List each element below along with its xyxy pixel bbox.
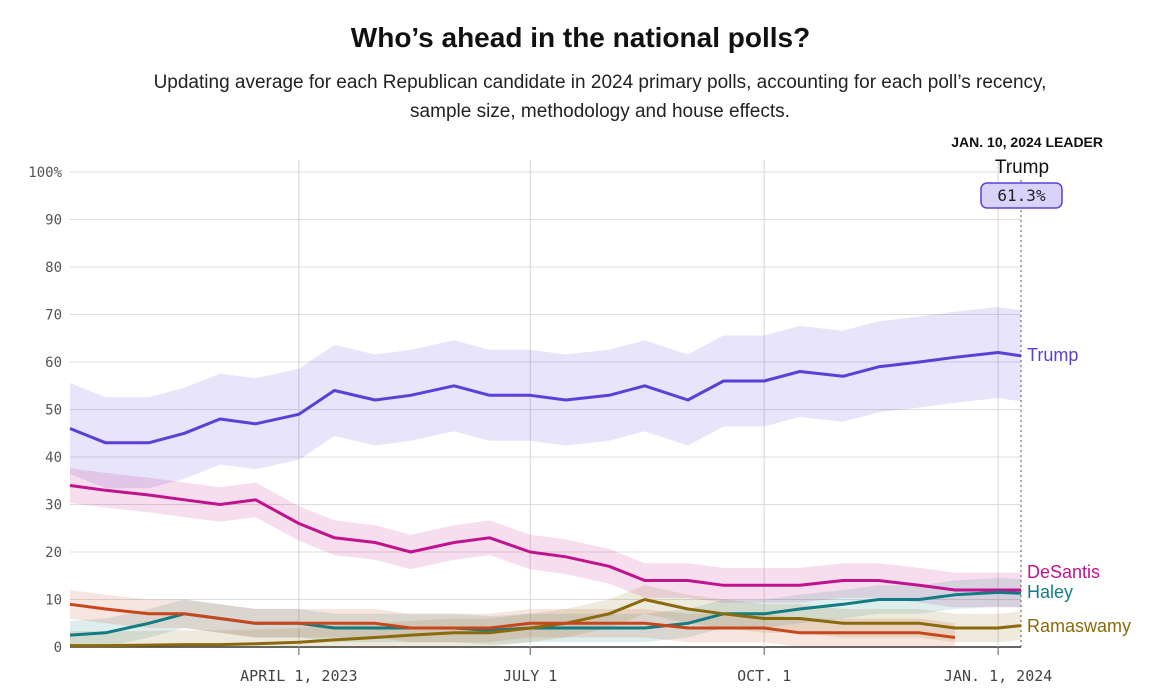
x-tick-label: JULY 1 — [503, 667, 557, 685]
series-label: Trump — [1027, 345, 1078, 365]
series-line — [69, 602, 956, 639]
y-tick-label: 0 — [54, 640, 62, 656]
series-label: Ramaswamy — [1027, 616, 1131, 636]
uncertainty-band — [70, 468, 1021, 608]
leader-value: 61.3% — [997, 186, 1046, 205]
series-label: Haley — [1027, 582, 1073, 602]
series-label: DeSantis — [1027, 562, 1100, 582]
y-tick-label: 70 — [45, 308, 62, 324]
gridlines — [70, 160, 1022, 648]
leader-heading: JAN. 10, 2024 LEADER — [951, 134, 1103, 150]
uncertainty-band — [70, 578, 1021, 647]
y-tick-label: 60 — [45, 355, 62, 371]
series-line — [69, 351, 1022, 445]
x-tick-label: OCT. 1 — [737, 667, 791, 685]
series-lines — [69, 351, 1022, 648]
leader-value-badge — [980, 182, 1063, 209]
leader-callout: Trump 61.3% — [980, 157, 1063, 209]
uncertainty-bands — [70, 307, 1021, 647]
x-tick-label: APRIL 1, 2023 — [240, 667, 357, 685]
y-tick-label: 40 — [45, 450, 62, 466]
x-tick-label: JAN. 1, 2024 — [944, 667, 1052, 685]
y-tick-label: 80 — [45, 260, 62, 276]
uncertainty-band — [70, 590, 955, 647]
y-tick-label: 100% — [28, 165, 62, 181]
y-tick-label: 10 — [45, 593, 62, 609]
chart-title: Who’s ahead in the national polls? — [350, 22, 811, 53]
series-line — [70, 598, 1022, 648]
chart-subtitle: Updating average for each Republican can… — [153, 72, 1047, 122]
y-tick-label: 50 — [45, 403, 62, 419]
leader-name: Trump — [995, 157, 1049, 178]
axis-ticks: 100% 90 80 70 60 50 40 30 20 10 0 APRIL 1, 2023 JULY… — [28, 165, 1052, 685]
y-tick-label: 20 — [45, 545, 62, 561]
series-line — [69, 484, 1021, 592]
y-tick-label: 30 — [45, 498, 62, 514]
y-tick-label: 90 — [45, 213, 62, 229]
